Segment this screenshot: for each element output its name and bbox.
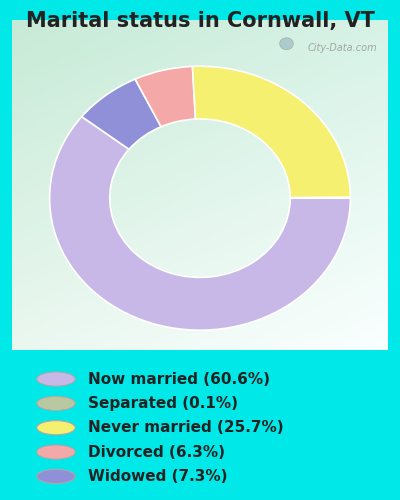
Circle shape [280,38,293,50]
Wedge shape [82,79,161,150]
Circle shape [37,396,75,410]
Text: City-Data.com: City-Data.com [307,43,377,53]
Text: Widowed (7.3%): Widowed (7.3%) [88,469,228,484]
Wedge shape [50,116,350,330]
Text: Now married (60.6%): Now married (60.6%) [88,372,270,386]
Circle shape [37,445,75,459]
Wedge shape [192,66,350,198]
Text: Never married (25.7%): Never married (25.7%) [88,420,284,435]
Circle shape [37,470,75,484]
Text: Separated (0.1%): Separated (0.1%) [88,396,238,411]
Text: Marital status in Cornwall, VT: Marital status in Cornwall, VT [26,11,374,31]
Text: Divorced (6.3%): Divorced (6.3%) [88,444,225,460]
Wedge shape [135,66,196,127]
Circle shape [37,372,75,386]
Circle shape [37,420,75,435]
